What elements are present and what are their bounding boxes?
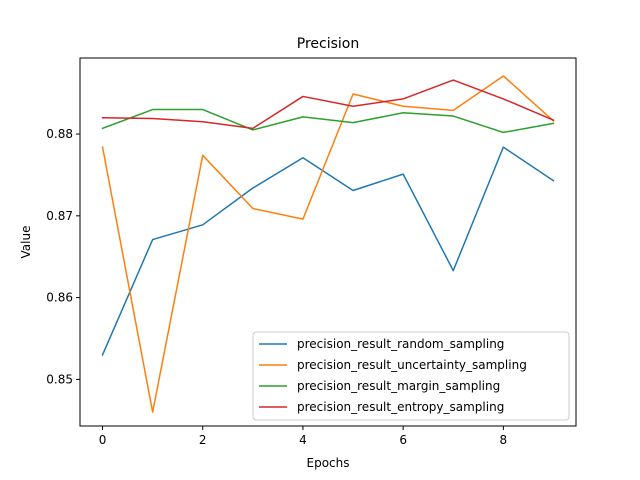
series-line-precision-result-uncertainty-sampling — [101, 75, 555, 413]
y-tick-label: 0.87 — [46, 209, 73, 223]
y-tick-label: 0.88 — [46, 127, 73, 141]
x-tick-label: 2 — [199, 433, 207, 447]
legend: precision_result_random_sampling precisio… — [252, 331, 570, 421]
plot-frame — [79, 57, 577, 427]
legend-label: precision_result_margin_sampling — [297, 379, 500, 393]
legend-box — [252, 331, 570, 421]
y-tick-label: 0.86 — [46, 291, 73, 305]
x-tick-label: 4 — [299, 433, 307, 447]
legend-label: precision_result_random_sampling — [297, 337, 504, 351]
x-axis-title: Epochs — [307, 456, 350, 470]
axis-ticks: 0 2 4 6 8 0.85 0.86 0.87 0.88 — [46, 127, 507, 447]
legend-label: precision_result_entropy_sampling — [297, 400, 504, 414]
x-tick-label: 6 — [399, 433, 407, 447]
y-tick-label: 0.85 — [46, 372, 73, 386]
series-lines — [101, 75, 555, 413]
x-tick-label: 8 — [500, 433, 508, 447]
x-tick-label: 0 — [99, 433, 107, 447]
series-line-precision-result-margin-sampling — [101, 108, 555, 134]
y-axis-title: Value — [19, 226, 33, 259]
chart-title: Precision — [297, 36, 359, 52]
series-line-precision-result-random-sampling — [101, 146, 555, 356]
series-line-precision-result-entropy-sampling — [101, 79, 555, 130]
legend-label: precision_result_uncertainty_sampling — [297, 358, 527, 372]
